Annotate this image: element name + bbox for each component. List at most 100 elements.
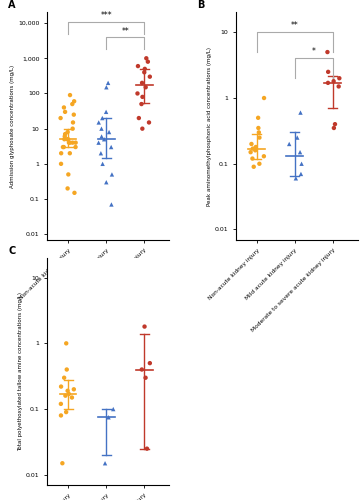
Point (251, 163, 257, 171)
Point (299, 160, 305, 168)
Point (147, 359, 153, 367)
Point (67, 91, 73, 99)
Point (66, 138, 72, 146)
Point (255, 114, 261, 122)
Y-axis label: Peak aminomethylphosphonic acid concentrations (mg/L): Peak aminomethylphosphonic acid concentr… (207, 46, 212, 205)
Point (257, 134, 262, 141)
Point (142, 322, 147, 330)
Point (139, 79, 145, 87)
Text: B: B (197, 0, 204, 10)
Point (96, 118, 102, 126)
Point (332, 120, 338, 128)
Point (298, 170, 304, 178)
Point (249, 154, 255, 162)
Point (253, 143, 259, 151)
Point (325, 48, 330, 56)
Point (109, 200, 114, 208)
Point (65, 170, 71, 178)
Point (109, 170, 115, 178)
Point (71, 386, 77, 394)
Point (106, 414, 111, 422)
Text: **: ** (291, 20, 299, 30)
Text: *: * (312, 46, 316, 56)
Point (250, 144, 256, 152)
Point (72, 189, 77, 197)
Point (147, 72, 153, 80)
Point (252, 146, 258, 154)
Text: A: A (8, 0, 16, 10)
Point (102, 459, 108, 467)
Point (62, 132, 68, 140)
Point (73, 138, 78, 146)
Point (99, 124, 105, 132)
Point (58, 400, 64, 408)
Point (65, 135, 71, 143)
Point (61, 143, 67, 151)
Point (62, 108, 68, 116)
Point (58, 149, 64, 157)
Y-axis label: Total polyethoxylated tallow amine concentrations (mg/L): Total polyethoxylated tallow amine conce… (18, 292, 23, 451)
Point (142, 65, 148, 73)
Point (248, 148, 253, 156)
Point (62, 130, 68, 138)
Point (100, 160, 106, 168)
Point (325, 79, 331, 87)
Point (71, 110, 77, 118)
Point (65, 184, 70, 192)
Point (70, 124, 76, 132)
Point (106, 128, 112, 136)
Point (103, 84, 109, 92)
Point (286, 140, 292, 148)
Point (139, 93, 145, 101)
Text: ***: *** (100, 11, 112, 20)
Point (63, 340, 69, 347)
Point (63, 408, 69, 416)
Point (61, 104, 67, 112)
Point (249, 140, 254, 148)
Point (143, 374, 148, 382)
Point (110, 405, 116, 413)
Point (143, 54, 149, 62)
Point (71, 98, 77, 106)
Point (58, 114, 64, 122)
Point (139, 100, 144, 108)
Point (70, 118, 76, 126)
Point (69, 394, 75, 402)
Point (256, 124, 261, 132)
Point (145, 58, 151, 66)
Point (64, 135, 70, 143)
Point (58, 160, 64, 168)
Point (293, 174, 299, 182)
Point (143, 84, 148, 92)
Point (261, 152, 267, 160)
Point (66, 390, 72, 398)
Point (325, 68, 331, 76)
Point (142, 68, 147, 76)
Point (69, 100, 75, 108)
Point (62, 392, 68, 400)
Point (256, 128, 262, 136)
Point (135, 62, 141, 70)
Point (331, 124, 337, 132)
Point (294, 134, 300, 141)
Y-axis label: Admission glyphosate concentrations (mg/L): Admission glyphosate concentrations (mg/… (11, 64, 15, 188)
Point (135, 90, 140, 98)
Point (146, 118, 152, 126)
Point (58, 412, 64, 420)
Point (98, 149, 104, 157)
Point (139, 366, 145, 374)
Text: **: ** (121, 26, 129, 36)
Point (99, 132, 105, 140)
Point (103, 108, 109, 116)
Point (257, 160, 262, 168)
Point (108, 143, 114, 151)
Point (60, 459, 65, 467)
Point (101, 135, 107, 143)
Point (298, 108, 303, 116)
Point (96, 138, 102, 146)
Point (67, 138, 73, 146)
Point (58, 382, 64, 390)
Point (73, 143, 78, 151)
Point (331, 77, 337, 85)
Point (144, 444, 150, 452)
